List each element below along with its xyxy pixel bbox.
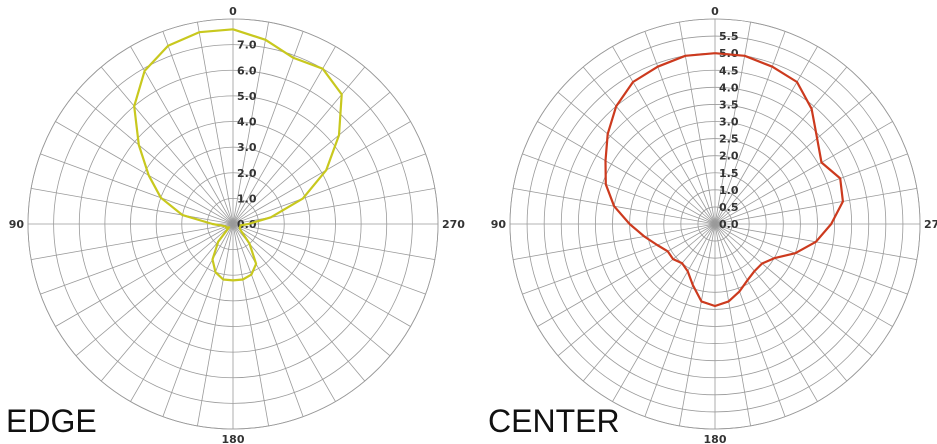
grid-spoke <box>714 46 818 225</box>
radial-tick-label: 0.5 <box>719 201 739 214</box>
grid-spoke <box>130 223 234 402</box>
grid-spoke <box>162 223 234 417</box>
grid-spoke <box>232 46 336 225</box>
radial-tick-label: 0.0 <box>719 218 739 231</box>
angle-label-90: 90 <box>9 218 25 231</box>
data-series-line <box>133 28 343 282</box>
angle-label-270: 270 <box>924 218 937 231</box>
grid-spoke <box>714 223 818 402</box>
grid-spoke <box>557 91 716 225</box>
center-polar-chart: 0.00.51.01.52.02.53.03.54.04.55.05.50901… <box>488 5 937 444</box>
grid-spoke <box>232 121 411 225</box>
grid-spoke <box>232 31 304 225</box>
grid-spoke <box>31 188 234 225</box>
grid-spoke <box>612 46 716 225</box>
angle-label-180: 180 <box>704 433 727 444</box>
grid-spoke <box>537 223 716 327</box>
grid-spoke <box>75 223 234 357</box>
grid-spoke <box>40 153 234 225</box>
grid-spoke <box>714 223 908 295</box>
grid-spoke <box>232 223 426 295</box>
grid-spoke <box>714 223 893 327</box>
grid-spoke <box>130 46 234 225</box>
radial-tick-label: 7.0 <box>237 39 257 52</box>
grid-spoke <box>537 121 716 225</box>
angle-label-90: 90 <box>491 218 507 231</box>
angle-label-270: 270 <box>442 218 465 231</box>
grid-spoke <box>100 66 234 225</box>
grid-spoke <box>232 223 435 260</box>
grid-spoke <box>644 31 716 225</box>
chart-caption: EDGE <box>6 403 97 439</box>
grid-spoke <box>714 188 917 225</box>
grid-spoke <box>679 223 716 426</box>
grid-spoke <box>232 223 336 402</box>
grid-spoke <box>232 22 269 225</box>
radial-tick-label: 5.5 <box>719 30 739 43</box>
chart-caption: CENTER <box>488 403 620 439</box>
radial-tick-label: 1.0 <box>719 184 739 197</box>
grid-spoke <box>55 121 234 225</box>
radial-tick-label: 4.0 <box>719 81 739 94</box>
grid-spoke <box>612 223 716 402</box>
radial-tick-label: 6.0 <box>237 64 257 77</box>
grid-spoke <box>513 223 716 260</box>
grid-spoke <box>100 223 234 382</box>
radial-tick-label: 1.0 <box>237 192 257 205</box>
grid-spoke <box>714 31 786 225</box>
grid-spoke <box>232 223 304 417</box>
grid-spoke <box>714 66 848 225</box>
radial-tick-label: 4.0 <box>237 116 257 129</box>
grid-spoke <box>197 223 234 426</box>
angle-label-0: 0 <box>711 5 719 18</box>
radial-tick-label: 3.5 <box>719 98 739 111</box>
radial-tick-label: 3.0 <box>719 116 739 129</box>
grid-spoke <box>714 121 893 225</box>
grid-spoke <box>714 223 751 426</box>
radial-tick-label: 3.0 <box>237 141 257 154</box>
grid-spoke <box>714 91 873 225</box>
grid-spoke <box>582 223 716 382</box>
grid-spoke <box>714 223 786 417</box>
grid-spoke <box>582 66 716 225</box>
grid-spoke <box>557 223 716 357</box>
radial-tick-label: 1.5 <box>719 167 739 180</box>
grid-spoke <box>522 223 716 295</box>
grid-spoke <box>197 22 234 225</box>
grid-spoke <box>522 153 716 225</box>
grid-spoke <box>232 223 391 357</box>
data-series-line <box>604 52 845 308</box>
grid-spoke <box>644 223 716 417</box>
radial-tick-label: 2.0 <box>237 167 257 180</box>
grid-spoke <box>75 91 234 225</box>
grid-spoke <box>55 223 234 327</box>
grid-spoke <box>714 153 908 225</box>
grid-spoke <box>232 223 411 327</box>
radial-tick-label: 2.0 <box>719 150 739 163</box>
angle-label-0: 0 <box>229 5 237 18</box>
grid-spoke <box>232 66 366 225</box>
grid-spoke <box>40 223 234 295</box>
radial-tick-label: 2.5 <box>719 133 739 146</box>
grid-spoke <box>232 153 426 225</box>
radial-tick-label: 4.5 <box>719 64 739 77</box>
angle-label-180: 180 <box>222 433 245 444</box>
grid-spoke <box>162 31 234 225</box>
grid-spoke <box>232 91 391 225</box>
grid-spoke <box>714 223 873 357</box>
grid-spoke <box>232 223 366 382</box>
radial-tick-label: 5.0 <box>237 90 257 103</box>
grid-spoke <box>714 223 848 382</box>
grid-spoke <box>232 223 269 426</box>
grid-spoke <box>31 223 234 260</box>
